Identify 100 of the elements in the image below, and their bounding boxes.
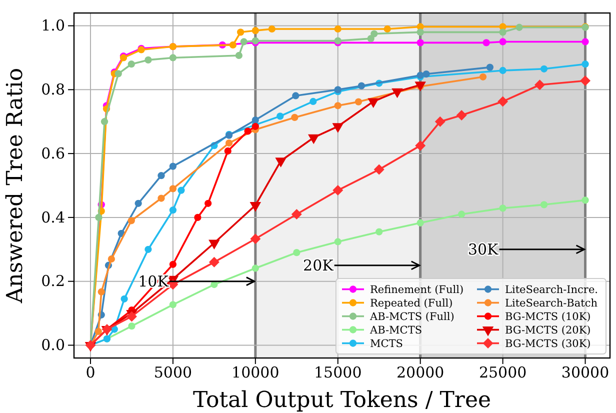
legend-label: LiteSearch-Incre.	[505, 284, 598, 296]
point	[114, 70, 122, 78]
point	[415, 140, 426, 151]
point	[291, 209, 302, 220]
legend-label: Refinement (Full)	[370, 284, 464, 296]
point	[384, 25, 391, 33]
legend-label: AB-MCTS (Full)	[369, 310, 454, 323]
point	[128, 60, 135, 68]
annotation: 20K	[303, 256, 334, 275]
point	[310, 98, 317, 106]
point	[229, 41, 237, 49]
x-tick-label: 0	[86, 364, 96, 382]
x-tick-label: 15000	[314, 364, 362, 382]
point	[291, 114, 298, 122]
point	[158, 172, 165, 180]
point	[456, 110, 467, 120]
point	[368, 98, 379, 108]
point	[134, 200, 142, 207]
point	[235, 52, 242, 60]
point	[482, 39, 490, 46]
x-tick-label: 25000	[478, 364, 527, 382]
point	[367, 34, 374, 42]
point	[499, 38, 506, 46]
legend-label: LiteSearch-Batch	[505, 297, 598, 310]
point	[158, 194, 165, 202]
y-tick-label: 0.6	[41, 144, 65, 162]
point	[479, 73, 487, 80]
x-axis-title: Total Output Tokens / Tree	[193, 388, 491, 413]
point	[374, 164, 384, 175]
point	[98, 288, 105, 296]
point	[224, 147, 232, 155]
point	[178, 186, 185, 194]
point	[334, 102, 342, 110]
legend-label: BG-MCTS (30K)	[505, 338, 591, 350]
point	[237, 28, 244, 36]
point	[540, 201, 548, 208]
point	[499, 66, 506, 74]
point	[169, 260, 177, 268]
point	[292, 92, 300, 100]
y-tick-label: 1.0	[41, 16, 65, 35]
point	[252, 27, 259, 34]
point	[354, 98, 362, 106]
legend-label: BG-MCTS (20K)	[505, 324, 591, 336]
point	[540, 65, 548, 72]
point	[370, 30, 378, 38]
y-tick-label: 0.2	[41, 272, 65, 290]
point	[94, 328, 102, 336]
legend-label: AB-MCTS	[369, 324, 422, 336]
point	[416, 39, 424, 46]
point	[582, 38, 589, 46]
point	[208, 256, 220, 268]
point	[580, 75, 591, 86]
point	[244, 128, 252, 135]
point	[128, 217, 135, 224]
point	[240, 38, 248, 46]
point	[225, 139, 233, 147]
point	[252, 264, 259, 272]
point	[169, 206, 177, 214]
point	[358, 82, 366, 90]
point	[276, 112, 284, 120]
point	[194, 214, 202, 222]
point	[416, 219, 424, 226]
point	[204, 200, 212, 207]
annotation: 30K	[468, 240, 500, 259]
point	[499, 28, 506, 36]
point	[498, 96, 508, 107]
x-tick-label: 20000	[396, 364, 444, 382]
point	[582, 60, 589, 68]
y-axis-title: Answered Tree Ratio	[3, 68, 28, 304]
point	[458, 210, 466, 218]
point	[534, 80, 545, 90]
point	[250, 234, 261, 244]
point	[376, 228, 383, 236]
point	[293, 249, 300, 256]
point	[169, 301, 177, 308]
y-tick-label: 0.4	[41, 208, 65, 226]
x-tick-label: 30000	[561, 364, 610, 382]
point	[516, 24, 523, 31]
point	[100, 118, 108, 126]
point	[434, 116, 446, 127]
point	[332, 185, 344, 196]
legend-label: Repeated (Full)	[370, 297, 453, 310]
point	[252, 116, 259, 124]
point	[582, 196, 589, 204]
point	[499, 204, 506, 212]
x-tick-label: 10000	[232, 364, 280, 382]
legend-label: MCTS	[370, 338, 403, 350]
point	[144, 56, 152, 64]
point	[120, 295, 128, 302]
point	[169, 185, 177, 192]
y-tick-label: 0.0	[41, 336, 65, 354]
point	[95, 214, 102, 222]
point	[416, 28, 424, 36]
legend-label: BG-MCTS (10K)	[505, 310, 591, 323]
x-tick-label: 5000	[154, 364, 192, 382]
point	[144, 246, 152, 253]
point	[334, 238, 342, 246]
point	[422, 70, 430, 78]
point	[128, 322, 136, 330]
point	[108, 255, 116, 263]
